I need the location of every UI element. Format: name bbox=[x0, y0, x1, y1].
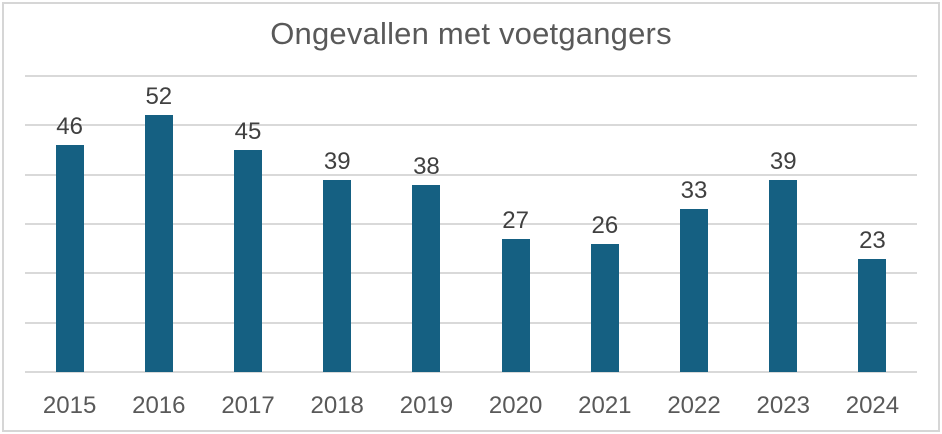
bar-slot: 46 bbox=[25, 76, 114, 372]
bar-slot: 39 bbox=[739, 76, 828, 372]
x-axis-label: 2024 bbox=[845, 392, 900, 419]
x-axis-label: 2015 bbox=[42, 392, 97, 419]
bar bbox=[769, 179, 798, 372]
bars: 46 52 45 39 38 27 26 33 39 23 bbox=[25, 76, 917, 372]
bar-value-label: 23 bbox=[859, 226, 886, 254]
bar-slot: 45 bbox=[203, 76, 292, 372]
plot-area: 46 52 45 39 38 27 26 33 39 23 bbox=[25, 75, 917, 373]
bar-value-label: 27 bbox=[502, 206, 529, 234]
bar-slot: 39 bbox=[293, 76, 382, 372]
x-axis-label: 2021 bbox=[578, 392, 632, 419]
gridline bbox=[25, 173, 917, 176]
gridline bbox=[25, 75, 917, 77]
bar-value-label: 38 bbox=[413, 152, 440, 180]
bar bbox=[412, 184, 441, 372]
bar-value-label: 39 bbox=[323, 147, 351, 175]
bar bbox=[858, 258, 887, 372]
x-axis-label: 2023 bbox=[756, 392, 810, 419]
bar-value-label: 26 bbox=[591, 211, 619, 239]
bar-slot: 27 bbox=[471, 76, 560, 372]
bar-slot: 52 bbox=[114, 76, 203, 372]
x-axis-label: 2020 bbox=[488, 392, 543, 419]
bar-slot: 23 bbox=[828, 76, 917, 372]
x-axis-label: 2019 bbox=[399, 392, 454, 419]
bar bbox=[323, 179, 352, 372]
bar-slot: 26 bbox=[560, 76, 649, 372]
gridline bbox=[25, 124, 917, 127]
gridline bbox=[25, 371, 917, 373]
x-axis-label: 2018 bbox=[310, 392, 364, 419]
gridline bbox=[25, 223, 917, 225]
x-axis-label: 2017 bbox=[221, 392, 275, 419]
bar bbox=[55, 145, 84, 372]
bar bbox=[144, 115, 173, 372]
gridline bbox=[25, 321, 917, 324]
bar bbox=[234, 150, 262, 372]
bar bbox=[501, 238, 530, 372]
bar-value-label: 45 bbox=[234, 118, 262, 145]
chart-title: Ongevallen met voetgangers bbox=[270, 16, 672, 51]
gridlines bbox=[25, 75, 917, 373]
bar bbox=[590, 243, 619, 372]
bar-value-label: 52 bbox=[145, 83, 173, 111]
bar-value-label: 33 bbox=[680, 177, 708, 205]
x-axis-labels: 2015 2016 2017 2018 2019 2020 2021 2022 2023 2024 bbox=[25, 391, 917, 420]
x-axis-label: 2016 bbox=[132, 392, 186, 419]
bar-value-label: 46 bbox=[56, 113, 83, 141]
x-axis-label: 2022 bbox=[667, 392, 721, 419]
bar-slot: 38 bbox=[382, 76, 471, 372]
gridline bbox=[25, 272, 917, 275]
bar-slot: 33 bbox=[649, 76, 738, 372]
bar-value-label: 39 bbox=[769, 147, 797, 175]
bar bbox=[680, 209, 709, 372]
